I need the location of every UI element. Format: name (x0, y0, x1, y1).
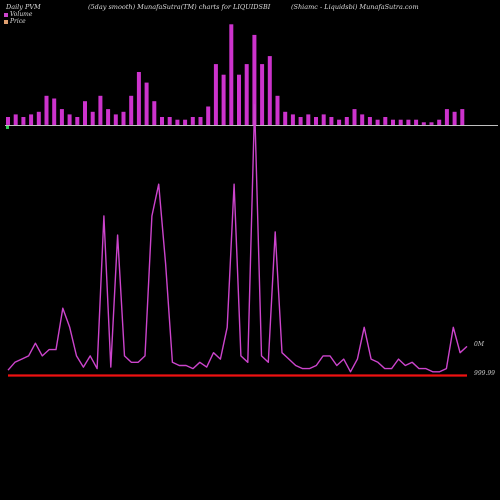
volume-bar (221, 74, 226, 126)
volume-bar (183, 119, 188, 125)
volume-bar (329, 117, 334, 125)
volume-bar (52, 98, 57, 125)
chart-header-right: (Shiamc - Liquidsbi) MunafaSutra.com (291, 3, 419, 11)
volume-bar (375, 119, 380, 125)
volume-bar (136, 72, 141, 125)
legend-price-label: Price (10, 18, 26, 25)
volume-bar (206, 106, 211, 126)
volume-bar (106, 109, 111, 125)
volume-bar (75, 117, 80, 125)
volume-bar (444, 109, 449, 125)
volume-bar (90, 111, 95, 126)
volume-bar (275, 95, 280, 125)
volume-bar (367, 117, 372, 125)
volume-bar (21, 117, 26, 125)
volume-bar (67, 114, 72, 125)
volume-bar (406, 119, 411, 125)
legend-volume-swatch (4, 12, 8, 17)
legend-price: Price (4, 18, 26, 25)
volume-bar (98, 95, 103, 125)
volume-bar (167, 117, 172, 125)
volume-bar (321, 114, 326, 125)
volume-bar (29, 114, 34, 125)
volume-bar (398, 119, 403, 125)
volume-bar (314, 117, 318, 125)
volume-bar (421, 122, 426, 125)
volume-bar (352, 109, 357, 125)
volume-bar (298, 117, 303, 125)
volume-bar (83, 101, 87, 125)
volume-bar (383, 117, 388, 125)
volume-bar (260, 64, 265, 125)
volume-bar (229, 24, 234, 125)
volume-bar (198, 117, 203, 125)
volume-bar (429, 122, 434, 125)
volume-bar (152, 101, 157, 125)
pvm-line (7, 103, 468, 373)
volume-bar (306, 114, 311, 125)
volume-bar (175, 119, 180, 125)
volume-bar (160, 117, 164, 125)
volume-bar (59, 109, 64, 125)
volume-bar (391, 119, 395, 125)
volume-bar (460, 109, 465, 125)
volume-bar (344, 117, 349, 125)
volume-bar (283, 111, 288, 126)
volume-bar (252, 34, 257, 125)
volume-bar (44, 95, 49, 125)
volume-bar (121, 111, 126, 126)
volume-bar (360, 114, 365, 125)
volume-bar (213, 64, 218, 125)
volume-bar (337, 119, 342, 125)
volume-bar (113, 114, 118, 125)
volume-bar (452, 111, 457, 126)
volume-bar (267, 56, 272, 125)
volume-bar (414, 119, 419, 125)
baseline-marker (6, 126, 9, 129)
volume-bar (437, 119, 442, 125)
volume-bar (237, 74, 241, 126)
chart-header-left: Daily PVM (6, 3, 41, 11)
volume-bar (13, 114, 18, 125)
volume-bar (190, 117, 195, 125)
legend-volume: Volume (4, 11, 32, 18)
chart-header-title: (5day smooth) MunafaSutra(TM) charts for… (88, 3, 271, 11)
legend-price-swatch (4, 19, 8, 24)
volume-bar (290, 114, 295, 125)
price-axis-label: 999.99 (474, 370, 495, 377)
legend-volume-label: Volume (10, 11, 33, 18)
volume-bar (6, 117, 10, 125)
volume-bars (6, 24, 465, 126)
volume-axis-label: 0M (474, 341, 485, 348)
volume-bar (144, 82, 149, 125)
volume-bar (36, 111, 41, 126)
volume-bar (129, 95, 134, 125)
volume-bar (244, 64, 249, 125)
